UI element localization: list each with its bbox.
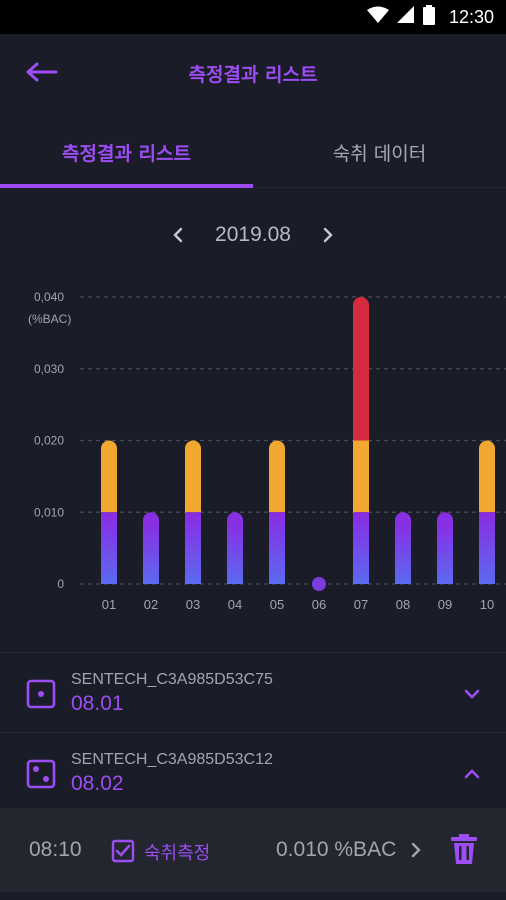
chart-bar: [185, 448, 201, 513]
tab-indicator: [0, 184, 253, 188]
chart-bar: [353, 440, 369, 513]
tab-hangover-data[interactable]: 숙취 데이터: [332, 142, 427, 165]
dice-two-icon: [26, 759, 56, 793]
y-tick-label: 0,020: [34, 434, 64, 448]
arrow-left-icon: [26, 62, 58, 86]
trash-icon[interactable]: [450, 833, 478, 869]
chart-bar: [269, 448, 285, 513]
status-time: 12:30: [448, 6, 494, 27]
chart-bar: [101, 512, 117, 584]
measurement-value: 0.010 %BAC: [276, 838, 397, 861]
device-name: SENTECH_C3A985D53C12: [71, 751, 273, 768]
measurement-date: 08.02: [71, 772, 124, 795]
chevron-left-icon[interactable]: [169, 226, 187, 244]
month-navigator: 2019.08: [0, 215, 506, 255]
x-tick-label: 05: [270, 597, 284, 612]
chart-bar: [353, 512, 369, 584]
measurement-date: 08.01: [71, 692, 124, 715]
wifi-icon: [366, 6, 389, 28]
y-tick-label: 0: [57, 577, 64, 591]
measurement-detail-row: 08:10 숙취측정 0.010 %BAC: [0, 808, 506, 892]
bac-chart-svg: 0 0,010 0,020 0,030 0,040 (%BAC) 01 02 03 04 05 06 0…: [28, 290, 506, 612]
list-item[interactable]: SENTECH_C3A985D53C75 08.01: [0, 652, 506, 732]
chart-bar: [143, 520, 159, 584]
y-tick-label: 0,040: [34, 290, 64, 304]
x-tick-label: 07: [354, 597, 368, 612]
x-tick-label: 01: [102, 597, 116, 612]
hangover-checkbox[interactable]: [111, 839, 135, 867]
chart-bar: [101, 448, 117, 513]
signal-icon: [396, 6, 415, 28]
x-tick-label: 08: [396, 597, 410, 612]
x-tick-label: 03: [186, 597, 200, 612]
chart-bar: [353, 305, 369, 441]
chevron-right-icon[interactable]: [319, 226, 337, 244]
x-tick-label: 06: [312, 597, 326, 612]
y-tick-label: 0,010: [34, 505, 64, 519]
back-button[interactable]: [22, 56, 62, 92]
chevron-right-icon[interactable]: [410, 841, 422, 863]
chevron-up-icon[interactable]: [464, 765, 480, 784]
measurement-list: SENTECH_C3A985D53C75 08.01 SENTECH_C3A98…: [0, 652, 506, 812]
chart-bar: [395, 520, 411, 584]
chart-bar: [479, 448, 495, 513]
chart-bar: [437, 520, 453, 584]
bac-chart: 0 0,010 0,020 0,030 0,040 (%BAC) 01 02 03 04 05 06 0…: [0, 280, 506, 620]
y-axis-label: (%BAC): [28, 312, 71, 326]
status-bar: 12:30: [0, 0, 506, 34]
x-tick-label: 04: [228, 597, 242, 612]
measurement-type-label: 숙취측정: [144, 843, 211, 864]
list-item[interactable]: SENTECH_C3A985D53C12 08.02: [0, 732, 506, 812]
tab-results-list[interactable]: 측정결과 리스트: [62, 142, 191, 165]
month-label: 2019.08: [215, 223, 291, 246]
chevron-down-icon[interactable]: [464, 685, 480, 704]
measurement-time: 08:10: [29, 838, 82, 861]
chart-bar: [227, 520, 243, 584]
device-name: SENTECH_C3A985D53C75: [71, 671, 273, 688]
chart-bar: [479, 512, 495, 584]
tab-bar: 측정결과 리스트 숙취 데이터: [0, 116, 506, 188]
x-tick-label: 09: [438, 597, 452, 612]
dice-one-icon: [26, 679, 56, 713]
y-tick-label: 0,030: [34, 362, 64, 376]
chart-bar: [269, 512, 285, 584]
chart-bar: [185, 512, 201, 584]
page-title: 측정결과 리스트: [188, 64, 318, 86]
x-tick-label: 10: [480, 597, 494, 612]
battery-icon: [422, 5, 435, 29]
app-bar: 측정결과 리스트: [0, 34, 506, 116]
x-tick-label: 02: [144, 597, 158, 612]
chart-point: [312, 577, 326, 591]
